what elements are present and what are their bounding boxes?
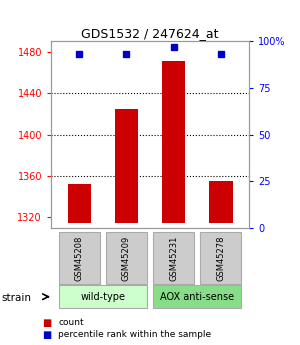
Text: GSM45231: GSM45231 <box>169 235 178 280</box>
Text: ■: ■ <box>42 318 51 327</box>
Bar <box>153 232 194 284</box>
Title: GDS1532 / 247624_at: GDS1532 / 247624_at <box>81 27 219 40</box>
Bar <box>106 232 147 284</box>
Text: percentile rank within the sample: percentile rank within the sample <box>58 330 212 339</box>
Text: GSM45278: GSM45278 <box>216 235 225 280</box>
Text: GSM45209: GSM45209 <box>122 235 131 280</box>
Text: wild-type: wild-type <box>80 292 125 302</box>
Text: GSM45208: GSM45208 <box>75 235 84 280</box>
Bar <box>58 285 147 308</box>
Bar <box>162 61 185 223</box>
Text: ■: ■ <box>42 330 51 339</box>
Bar <box>209 181 232 223</box>
Bar <box>115 109 138 223</box>
Text: count: count <box>58 318 84 327</box>
Bar <box>58 232 100 284</box>
Text: AOX anti-sense: AOX anti-sense <box>160 292 234 302</box>
Bar <box>200 232 242 284</box>
Bar <box>68 184 91 223</box>
Bar <box>153 285 242 308</box>
Text: strain: strain <box>2 293 31 303</box>
